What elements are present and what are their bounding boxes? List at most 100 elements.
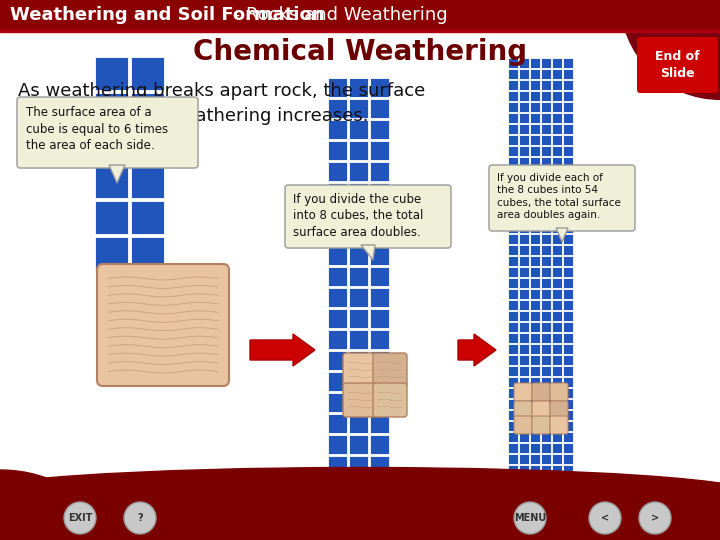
Bar	[349, 204, 368, 223]
Bar	[131, 165, 164, 198]
Bar	[530, 399, 540, 409]
Text: End of
Slide: End of Slide	[654, 50, 699, 80]
Bar	[349, 435, 368, 454]
Bar	[563, 256, 573, 266]
FancyBboxPatch shape	[550, 383, 568, 401]
Bar	[530, 410, 540, 420]
Bar	[131, 201, 164, 234]
Bar	[508, 300, 518, 310]
Bar	[530, 267, 540, 277]
Bar	[370, 225, 389, 244]
Bar	[349, 372, 368, 391]
Bar	[541, 454, 551, 464]
Bar	[328, 309, 347, 328]
Bar	[530, 80, 540, 90]
Bar	[508, 113, 518, 123]
Bar	[370, 288, 389, 307]
Bar	[530, 465, 540, 475]
Bar	[519, 355, 529, 365]
Bar	[530, 168, 540, 178]
Bar	[349, 246, 368, 265]
Bar	[328, 183, 347, 202]
Bar	[563, 366, 573, 376]
Bar	[328, 141, 347, 160]
Bar	[370, 372, 389, 391]
Circle shape	[124, 502, 156, 534]
Bar	[530, 388, 540, 398]
Bar	[552, 388, 562, 398]
Bar	[563, 58, 573, 68]
Bar	[541, 234, 551, 244]
Bar	[508, 69, 518, 79]
Bar	[508, 157, 518, 167]
Bar	[530, 278, 540, 288]
Bar	[508, 355, 518, 365]
Circle shape	[639, 502, 671, 534]
Bar	[370, 183, 389, 202]
Bar	[519, 388, 529, 398]
Bar	[519, 333, 529, 343]
Bar	[519, 102, 529, 112]
Bar	[541, 124, 551, 134]
Bar	[519, 278, 529, 288]
Circle shape	[514, 502, 546, 534]
Bar	[508, 201, 518, 211]
Bar	[519, 322, 529, 332]
Bar	[530, 289, 540, 299]
FancyBboxPatch shape	[285, 185, 451, 248]
Bar	[328, 393, 347, 412]
Bar	[328, 99, 347, 118]
Bar	[552, 58, 562, 68]
Circle shape	[64, 502, 96, 534]
Bar	[370, 120, 389, 139]
Bar	[508, 245, 518, 255]
Bar	[563, 234, 573, 244]
FancyBboxPatch shape	[373, 353, 407, 387]
Bar	[563, 124, 573, 134]
Bar	[95, 237, 128, 270]
Bar	[519, 399, 529, 409]
Bar	[552, 344, 562, 354]
Bar	[349, 393, 368, 412]
Bar	[530, 322, 540, 332]
Bar	[541, 168, 551, 178]
Bar	[530, 355, 540, 365]
Bar	[519, 344, 529, 354]
Bar	[541, 289, 551, 299]
Bar	[370, 330, 389, 349]
Bar	[370, 204, 389, 223]
Bar	[370, 351, 389, 370]
Bar	[563, 421, 573, 431]
FancyBboxPatch shape	[514, 383, 532, 401]
FancyArrow shape	[458, 334, 496, 366]
Bar	[530, 377, 540, 387]
Bar	[508, 443, 518, 453]
Bar	[519, 256, 529, 266]
Bar	[541, 245, 551, 255]
Bar	[328, 204, 347, 223]
Bar	[328, 330, 347, 349]
Bar	[519, 300, 529, 310]
Bar	[541, 410, 551, 420]
Bar	[519, 289, 529, 299]
Bar	[328, 351, 347, 370]
Bar	[328, 246, 347, 265]
Bar	[370, 267, 389, 286]
Bar	[552, 80, 562, 90]
Bar	[530, 190, 540, 200]
Bar	[541, 278, 551, 288]
Bar	[131, 129, 164, 162]
Bar	[508, 234, 518, 244]
Text: If you divide each of
the 8 cubes into 54
cubes, the total surface
area doubles : If you divide each of the 8 cubes into 5…	[497, 173, 621, 220]
Text: EXIT: EXIT	[68, 513, 92, 523]
Bar	[349, 162, 368, 181]
Bar	[530, 102, 540, 112]
Bar	[508, 256, 518, 266]
Bar	[508, 454, 518, 464]
Bar	[508, 80, 518, 90]
Bar	[541, 190, 551, 200]
Bar	[508, 91, 518, 101]
Bar	[519, 201, 529, 211]
FancyBboxPatch shape	[489, 165, 635, 231]
Bar	[530, 333, 540, 343]
